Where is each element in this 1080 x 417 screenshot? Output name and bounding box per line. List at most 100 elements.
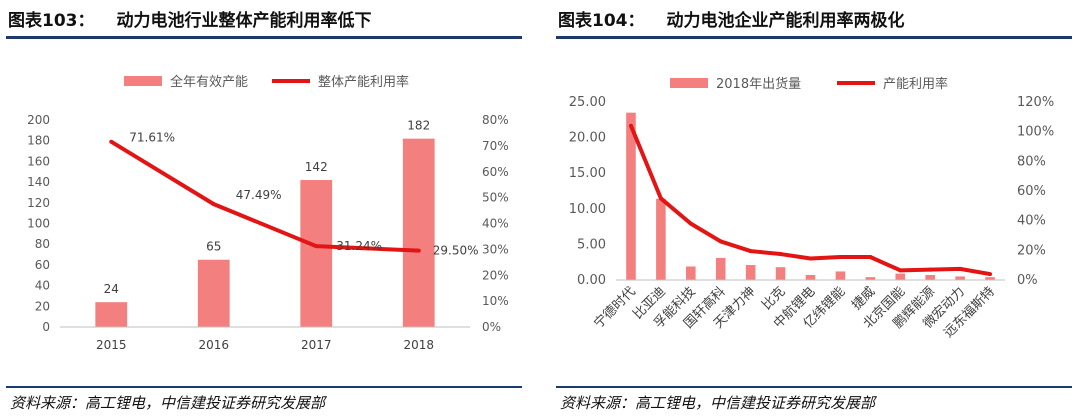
line-point <box>628 123 633 128</box>
line-point <box>808 256 813 261</box>
line-point <box>898 268 903 273</box>
legend-bar-label: 全年有效产能 <box>170 74 248 90</box>
source-note: 资料来源：高工锂电，中信建投证券研究发展部 <box>10 394 326 412</box>
legend-line-label: 整体产能利用率 <box>318 74 409 90</box>
y-left-tick-label: 20 <box>35 299 50 313</box>
y-left-tick-label: 60 <box>35 258 50 272</box>
y-right-tick-label: 0% <box>482 320 501 334</box>
right-figure: 图表104： 动力电池企业产能利用率两极化 2018年出货量 产能利用率 0.00 5.… <box>550 0 1080 417</box>
line-point <box>988 272 993 277</box>
line-point <box>314 244 319 249</box>
legend-bar-label: 2018年出货量 <box>716 76 801 92</box>
y-right-tick-label: 70% <box>482 139 509 153</box>
y-left-tick-label: 25.00 <box>569 95 606 110</box>
y-right-tick-label: 20% <box>1017 243 1046 258</box>
line-data-label: 71.61% <box>129 131 175 145</box>
bar <box>925 275 935 280</box>
x-tick-label: 宁德时代 <box>591 284 639 332</box>
bar-data-label: 142 <box>305 160 328 174</box>
y-left-tick-label: 200 <box>27 113 50 127</box>
legend-bar-swatch <box>124 76 162 86</box>
figure-number: 图表104： <box>558 11 645 31</box>
line-point <box>109 139 114 144</box>
y-right-tick-label: 40% <box>482 217 509 231</box>
legend-bar-swatch <box>670 78 708 88</box>
line-point <box>778 252 783 257</box>
figure-title-text: 动力电池企业产能利用率两极化 <box>666 11 905 31</box>
line-point <box>868 255 873 260</box>
y-left-tick-label: 160 <box>27 154 50 168</box>
y-right-tick-label: 60% <box>482 165 509 179</box>
line-point <box>748 249 753 254</box>
bar <box>95 302 128 327</box>
utilization-line <box>110 140 419 253</box>
source-note: 资料来源：高工锂电，中信建投证券研究发展部 <box>560 394 876 412</box>
x-tick-label: 2015 <box>96 338 127 352</box>
y-right-tick-label: 80% <box>482 113 509 127</box>
y-right-tick-label: 0% <box>1017 273 1038 288</box>
line-point <box>211 202 216 207</box>
line-point <box>416 248 421 253</box>
y-left-tick-label: 120 <box>27 196 50 210</box>
bar <box>745 265 756 280</box>
bar <box>656 198 666 280</box>
line-point <box>658 196 663 201</box>
y-left-tick-label: 15.00 <box>569 166 606 181</box>
y-left-tick-label: 100 <box>27 217 50 231</box>
y-right-tick-label: 120% <box>1017 95 1054 110</box>
x-tick-label: 2017 <box>301 338 332 352</box>
y-right-tick-label: 60% <box>1017 184 1046 199</box>
bar <box>835 271 846 280</box>
bar <box>686 266 696 280</box>
x-tick-label: 2018 <box>403 338 434 352</box>
utilization-line <box>629 124 991 277</box>
line-point <box>838 255 843 260</box>
footer-rule <box>556 386 1072 388</box>
y-left-tick-label: 10.00 <box>569 202 606 217</box>
y-left-tick-label: 0 <box>42 320 50 334</box>
company-utilization-chart: 2018年出货量 产能利用率 0.00 5.00 10.00 15.00 20.00 25.0… <box>569 76 1054 341</box>
y-right-tick-label: 10% <box>482 294 509 308</box>
y-left-tick-label: 180 <box>27 134 50 148</box>
footer-rule <box>6 386 522 388</box>
bar <box>805 275 816 280</box>
bar <box>775 267 786 280</box>
bar <box>197 259 230 327</box>
line-data-label: 47.49% <box>236 188 282 202</box>
y-left-tick-label: 5.00 <box>577 237 606 252</box>
bar <box>955 276 965 280</box>
bar <box>402 138 435 327</box>
figure-title-text: 动力电池行业整体产能利用率低下 <box>116 11 372 31</box>
left-figure: 图表103： 动力电池行业整体产能利用率低下 全年有效产能 整体产能利用率 0 20 40… <box>0 0 530 417</box>
line-data-label: 31.24% <box>336 239 382 253</box>
line-data-label: 29.50% <box>433 244 479 258</box>
bar <box>715 257 726 280</box>
y-left-tick-label: 0.00 <box>577 273 606 288</box>
bar <box>626 112 636 281</box>
bar <box>895 273 906 280</box>
y-left-tick-label: 20.00 <box>569 131 606 146</box>
figure-title: 图表104： 动力电池企业产能利用率两极化 <box>558 6 905 31</box>
figure-title: 图表103： 动力电池行业整体产能利用率低下 <box>8 6 372 31</box>
line-point <box>688 221 693 226</box>
bar <box>300 180 333 327</box>
y-left-tick-label: 140 <box>27 175 50 189</box>
y-right-tick-label: 50% <box>482 191 509 205</box>
y-left-tick-label: 40 <box>35 279 50 293</box>
line-point <box>718 239 723 244</box>
bar-data-label: 182 <box>407 119 430 133</box>
line-point <box>958 266 963 271</box>
bar-data-label: 24 <box>104 282 119 296</box>
x-tick-label: 2016 <box>198 338 229 352</box>
title-rule <box>556 36 1072 39</box>
title-rule <box>6 36 522 39</box>
bar <box>865 277 876 280</box>
figure-number: 图表103： <box>8 11 95 31</box>
y-right-tick-label: 30% <box>482 242 509 256</box>
capacity-utilization-chart: 全年有效产能 整体产能利用率 0 20 40 60 80 100 120 140 160 180 200… <box>27 74 509 352</box>
y-left-tick-label: 80 <box>35 237 50 251</box>
y-right-tick-label: 20% <box>482 268 509 282</box>
bar <box>985 277 995 280</box>
legend-line-label: 产能利用率 <box>883 76 948 92</box>
y-right-tick-label: 40% <box>1017 214 1046 229</box>
